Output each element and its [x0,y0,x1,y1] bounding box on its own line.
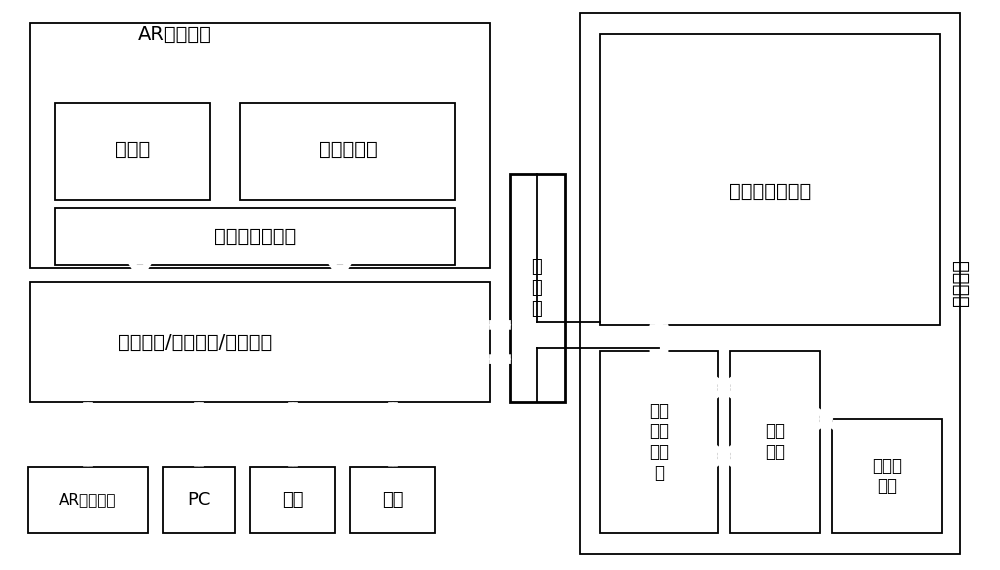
Bar [28,467,148,533]
Text: 移动网络/无线网络/互联网络: 移动网络/无线网络/互联网络 [118,332,272,352]
Text: AR智能眼镜: AR智能眼镜 [138,25,212,44]
Bar [350,467,435,533]
Text: 云端平台: 云端平台 [950,259,970,306]
Bar [730,351,820,533]
Text: 平板: 平板 [282,491,304,509]
Bar [163,467,235,533]
Text: 麦克风: 麦克风 [115,140,151,160]
FancyArrow shape [382,403,404,466]
Bar [55,103,210,200]
Bar [600,351,718,533]
FancyArrow shape [188,403,210,466]
Text: 手机: 手机 [382,491,404,509]
FancyArrow shape [129,263,151,280]
FancyArrow shape [77,403,99,466]
FancyArrow shape [382,403,404,466]
FancyArrow shape [77,403,99,466]
Text: 接口
服务: 接口 服务 [765,422,785,461]
FancyArrow shape [490,348,510,370]
Text: 维修数
据库: 维修数 据库 [872,457,902,495]
FancyArrow shape [715,445,730,467]
Bar [240,103,455,200]
FancyArrow shape [715,376,730,399]
FancyArrow shape [718,445,733,467]
FancyArrow shape [650,308,668,325]
FancyArrow shape [650,322,668,339]
Text: 后台
管理
服务
器: 后台 管理 服务 器 [649,401,669,482]
FancyArrow shape [817,408,832,430]
FancyArrow shape [282,403,304,466]
Text: 智能眼镜处理器: 智能眼镜处理器 [214,227,296,246]
Bar [30,282,490,402]
Bar [580,13,960,554]
Bar [30,23,490,268]
Text: 布控摄像头: 布控摄像头 [319,140,377,160]
Bar [600,34,940,325]
FancyArrow shape [188,403,210,466]
Bar [250,467,335,533]
Text: 防
火
墙: 防 火 墙 [532,258,542,317]
FancyArrow shape [490,314,510,336]
FancyArrow shape [329,263,351,280]
FancyArrow shape [490,348,510,370]
FancyArrow shape [650,348,668,365]
FancyArrow shape [282,403,304,466]
Bar [832,419,942,533]
Text: 移动视频服务器: 移动视频服务器 [729,181,811,201]
Bar [55,208,455,265]
FancyArrow shape [490,314,510,336]
Text: PC: PC [187,491,211,509]
Text: AR智能眼镜: AR智能眼镜 [59,492,117,507]
FancyArrow shape [820,408,835,430]
Bar [510,174,565,402]
FancyArrow shape [718,376,733,399]
